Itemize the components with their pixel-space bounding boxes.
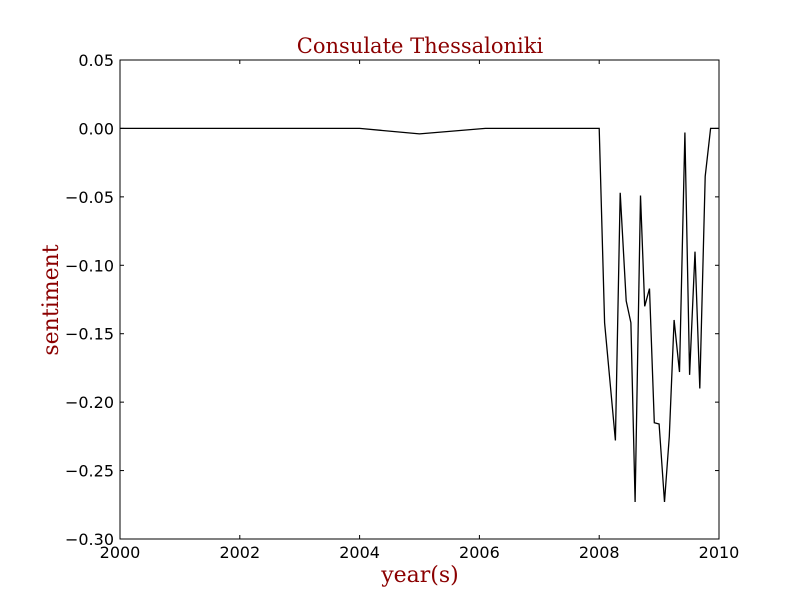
x-axis-label: year(s): [380, 563, 459, 588]
y-tick-label: −0.25: [65, 462, 114, 481]
x-tick-label: 2010: [699, 543, 740, 562]
y-tick-label: −0.20: [65, 393, 114, 412]
y-tick-label: 0.00: [78, 119, 114, 138]
plot-layer: 2000 2002 2004 2006 2008 2010 0.05 0.00 −0.05 −0.…: [65, 51, 739, 562]
x-tick-label: 2002: [219, 543, 260, 562]
chart-title: Consulate Thessaloniki: [297, 34, 544, 58]
y-tick-label: −0.15: [65, 325, 114, 344]
x-tick-label: 2004: [339, 543, 380, 562]
x-tick-label: 2006: [459, 543, 500, 562]
plot-frame: [119, 59, 720, 540]
y-tick-label: −0.30: [65, 530, 114, 549]
x-tick-label: 2000: [100, 543, 141, 562]
y-tick-label: −0.10: [65, 256, 114, 275]
x-tick-label: 2008: [579, 543, 620, 562]
y-axis-label: sentiment: [39, 244, 64, 355]
y-tick-label: 0.05: [78, 51, 114, 70]
y-tick-label: −0.05: [65, 188, 114, 207]
series-line: [120, 127, 719, 503]
